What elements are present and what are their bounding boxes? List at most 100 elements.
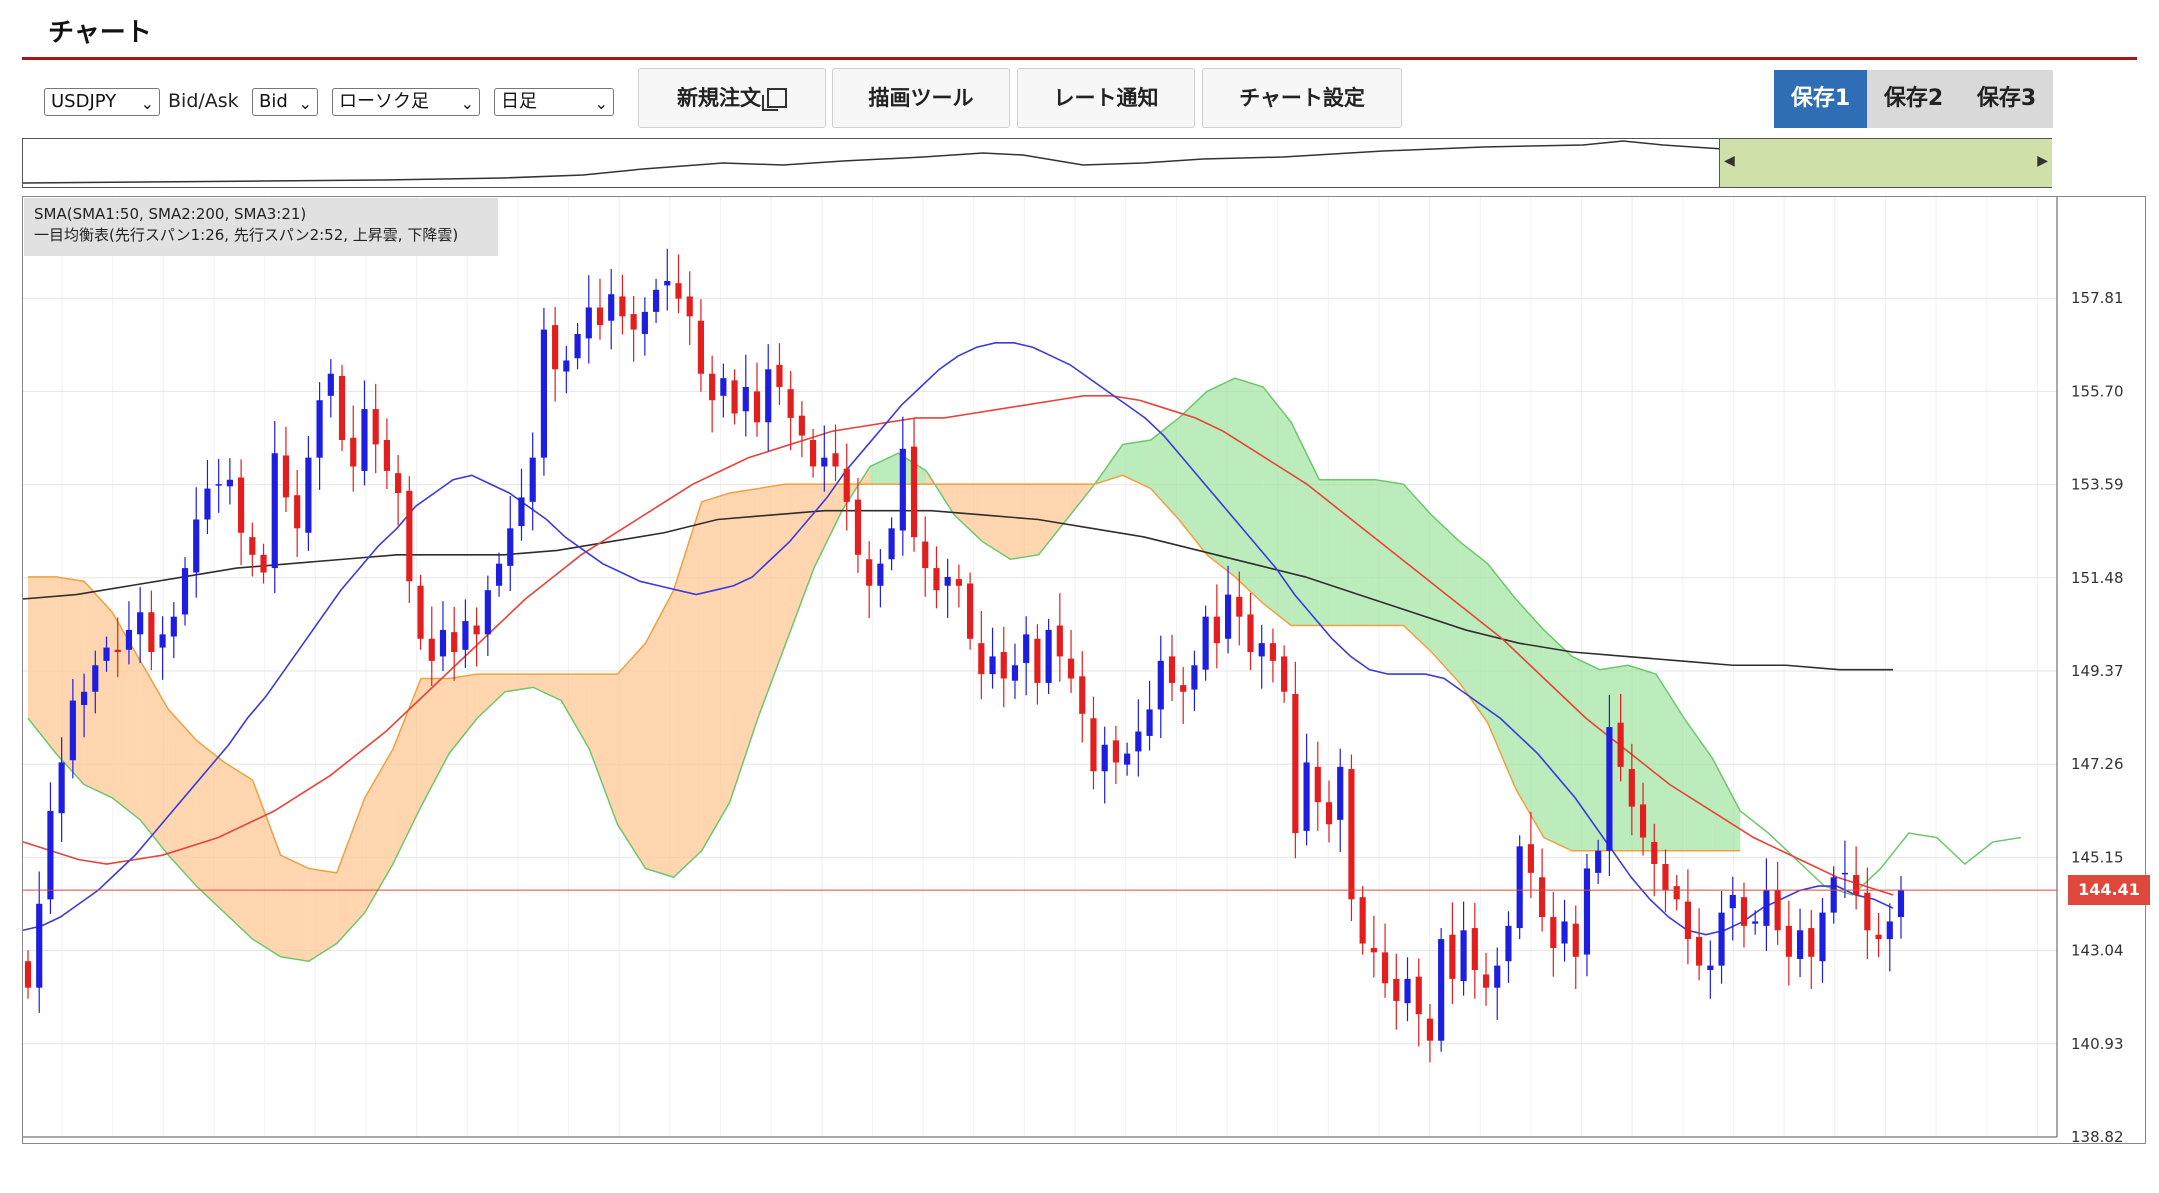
candle-down	[1740, 897, 1748, 926]
cloud-up-segment	[1403, 484, 1432, 653]
candle-down	[1527, 844, 1534, 873]
candle-down	[1090, 718, 1097, 772]
rate-alert-button[interactable]: レート通知	[1017, 68, 1195, 128]
candle-down	[1393, 978, 1400, 1001]
cloud-up-segment	[1319, 479, 1348, 626]
candle-up	[1606, 727, 1613, 851]
price-chart[interactable]: 2024/10/252024/11/222024/12/202025/01/20…	[22, 196, 2150, 1144]
navigator-window[interactable]: ◀ ▶	[1719, 139, 2052, 187]
cloud-down-segment	[308, 868, 337, 962]
candle-down	[843, 468, 850, 502]
candle-up	[585, 307, 592, 339]
candle-down	[1864, 892, 1871, 931]
candle-up	[305, 457, 312, 533]
range-navigator[interactable]: ◀ ▶	[22, 138, 2052, 188]
candle-up	[484, 590, 491, 635]
candle-up	[1404, 978, 1411, 1004]
candle-up	[1897, 890, 1905, 918]
candle-down	[810, 439, 817, 467]
interval-select[interactable]: 日足 ⌄	[494, 88, 614, 116]
candle-down	[1067, 658, 1075, 679]
cloud-up-segment	[1122, 439, 1151, 489]
cloud-up-segment	[1656, 674, 1685, 851]
cloud-up-segment	[1515, 599, 1544, 838]
arrow-right-icon[interactable]: ▶	[2037, 153, 2048, 169]
candle-up	[1886, 921, 1893, 940]
candle-up	[507, 528, 514, 566]
candle-down	[1853, 875, 1860, 895]
candle-up	[103, 647, 110, 661]
candle-down	[854, 499, 862, 555]
chart-type-select[interactable]: ローソク足 ⌄	[332, 88, 480, 116]
candle-down	[1684, 901, 1691, 940]
candle-down	[552, 325, 559, 370]
candle-down	[1673, 886, 1680, 900]
new-window-icon	[762, 88, 787, 111]
drawing-tools-button[interactable]: 描画ツール	[832, 68, 1010, 128]
candle-up	[608, 294, 615, 321]
candle-down	[1639, 804, 1647, 838]
candle-up	[271, 453, 278, 569]
y-tick-label: 140.93	[2071, 1035, 2124, 1053]
chart-settings-button[interactable]: チャート設定	[1202, 68, 1402, 128]
candle-up	[574, 333, 581, 359]
candle-up	[80, 691, 88, 706]
cloud-down-segment	[1010, 484, 1039, 560]
candle-up	[989, 656, 996, 675]
candle-up	[1438, 939, 1445, 1041]
candle-down	[1180, 685, 1187, 692]
candle-up	[1819, 912, 1826, 962]
candle-down	[686, 296, 693, 317]
candle-up	[47, 811, 54, 900]
candle-down	[1550, 917, 1557, 948]
cloud-down-segment	[645, 590, 674, 878]
cloud-down-segment	[280, 855, 309, 962]
candle-up	[1830, 877, 1837, 913]
cloud-up-segment	[1431, 515, 1460, 683]
candle-up	[1841, 872, 1849, 875]
y-tick-label: 147.26	[2071, 755, 2124, 773]
cloud-up-segment	[1263, 386, 1292, 626]
candle-down	[1247, 614, 1254, 653]
symbol-select-value: USDJPY	[51, 91, 117, 112]
chart-type-select-value: ローソク足	[339, 91, 429, 112]
arrow-left-icon[interactable]: ◀	[1724, 153, 1735, 169]
candle-up	[899, 448, 906, 531]
candle-down	[1774, 890, 1781, 931]
candle-up	[1224, 594, 1232, 639]
save-slot-2-button[interactable]: 保存2	[1867, 70, 1960, 128]
candle-down	[406, 490, 413, 582]
candle-up	[1303, 762, 1310, 831]
candle-down	[798, 415, 805, 436]
save-slot-3-button[interactable]: 保存3	[1960, 70, 2053, 128]
candle-down	[1785, 925, 1792, 957]
candle-down	[1381, 952, 1389, 984]
candle-up	[821, 457, 828, 467]
candle-down	[1628, 769, 1635, 807]
cloud-down-segment	[785, 484, 814, 644]
interval-select-value: 日足	[501, 91, 537, 112]
candle-up	[1729, 894, 1736, 909]
bid-ask-select[interactable]: Bid ⌄	[252, 88, 318, 116]
candle-down	[978, 643, 985, 675]
sma200-line	[23, 509, 1893, 671]
cloud-up-segment	[1487, 563, 1516, 789]
candle-up	[529, 457, 536, 502]
candle-up	[204, 488, 211, 520]
candle-up	[641, 311, 648, 334]
new-order-button[interactable]: 新規注文	[638, 68, 826, 128]
cloud-down-segment	[954, 484, 983, 542]
y-tick-label: 153.59	[2071, 476, 2124, 494]
candle-down	[709, 373, 716, 401]
cloud-down-segment	[252, 780, 281, 957]
candle-down	[249, 537, 256, 555]
save-slot-1-button[interactable]: 保存1	[1774, 70, 1867, 128]
cloud-down-segment	[673, 501, 702, 878]
page-title: チャート	[48, 18, 152, 48]
candle-down	[866, 559, 873, 586]
candle-down	[1359, 897, 1366, 944]
candle-down	[753, 391, 761, 423]
legend-sma: SMA(SMA1:50, SMA2:200, SMA3:21)	[34, 205, 307, 223]
symbol-select[interactable]: USDJPY ⌄	[44, 88, 160, 116]
